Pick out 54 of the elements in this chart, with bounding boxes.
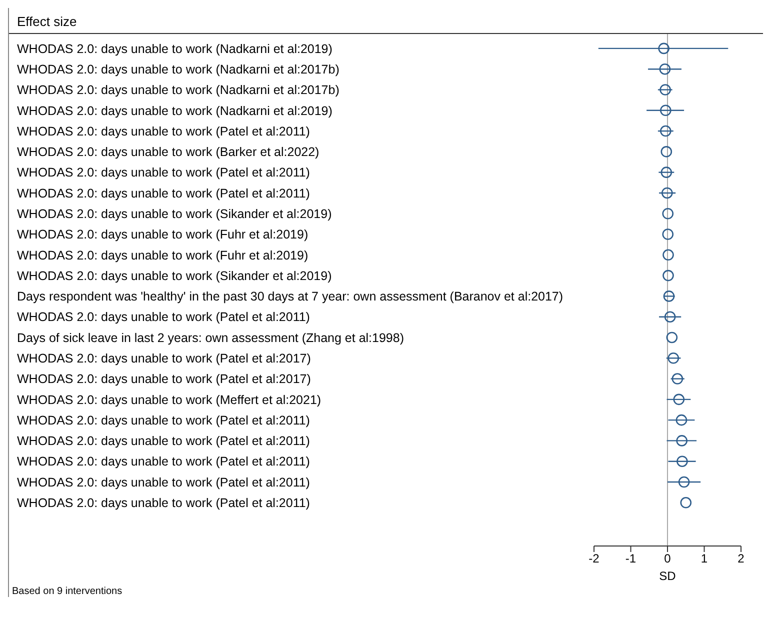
x-tick-label: 2 <box>738 552 745 566</box>
x-tick-label: 0 <box>664 552 672 566</box>
point <box>659 63 671 75</box>
point <box>661 187 673 199</box>
y-tick-label: WHODAS 2.0: days unable to work (Nadkarni et al:2017b) <box>17 62 340 76</box>
y-tick-label: WHODAS 2.0: days unable to work (Patel et al:2011) <box>17 310 310 324</box>
point <box>663 290 675 302</box>
y-tick-label: WHODAS 2.0: days unable to work (Fuhr et al:2019) <box>17 248 308 262</box>
y-tick-label: WHODAS 2.0: days unable to work (Patel et al:2011) <box>17 186 310 200</box>
y-tick-label: WHODAS 2.0: days unable to work (Sikander et al:2019) <box>17 268 332 283</box>
y-tick-label: WHODAS 2.0: days unable to work (Patel et al:2011) <box>17 166 310 180</box>
y-tick-label: WHODAS 2.0: days unable to work (Patel et al:2011) <box>17 496 310 510</box>
point <box>660 125 672 137</box>
text: Effect size <box>9 8 763 34</box>
point <box>668 352 680 364</box>
y-tick-label: WHODAS 2.0: days unable to work (Nadkarni et al:2017b) <box>17 83 340 98</box>
y-tick-label: WHODAS 2.0: days unable to work (Fuhr et al:2019) <box>17 228 308 242</box>
point <box>662 228 674 240</box>
x-tick-label: 1 <box>700 552 708 566</box>
y-tick-label: WHODAS 2.0: days unable to work (Patel et al:2011) <box>17 434 310 448</box>
point <box>662 208 674 220</box>
point <box>680 496 692 508</box>
y-tick-label: WHODAS 2.0: days unable to work (Patel et al:2011) <box>17 454 310 469</box>
point <box>676 435 688 446</box>
y-tick-label: WHODAS 2.0: days unable to work (Meffert et al:2021) <box>17 392 322 407</box>
point <box>672 373 684 384</box>
y-tick-label: WHODAS 2.0: days unable to work (Patel et al:2017) <box>17 372 311 386</box>
x-tick-label: -1 <box>625 552 636 566</box>
point <box>660 146 672 158</box>
y-tick-label: WHODAS 2.0: days unable to work (Sikander et al:2019) <box>17 206 332 221</box>
point <box>676 456 688 468</box>
point <box>662 270 674 282</box>
y-tick-label: WHODAS 2.0: days unable to work (Patel et al:2011) <box>17 124 310 138</box>
point <box>676 414 688 426</box>
point <box>666 332 678 344</box>
point <box>660 84 671 96</box>
y-tick-label: WHODAS 2.0: days unable to work (Patel et al:2011) <box>17 413 310 428</box>
y-tick-label: Days of sick leave in last 2 years: own assessment (Zhang et al:1998) <box>17 330 404 345</box>
point <box>678 476 690 488</box>
point <box>664 311 676 322</box>
point <box>660 104 672 116</box>
y-tick-label: Days respondent was 'healthy' in the past 30 days at 7 year: own assessment (Baranov et al:2017) <box>17 290 564 304</box>
y-tick-label: WHODAS 2.0: days unable to work (Patel et al:2017) <box>17 352 311 366</box>
point <box>660 166 672 178</box>
y-tick-label: WHODAS 2.0: days unable to work (Patel et al:2011) <box>17 475 310 490</box>
point <box>673 394 685 406</box>
x-axis-title: SD <box>659 569 676 583</box>
y-tick-label: WHODAS 2.0: days unable to work (Nadkarni et al:2019) <box>17 42 332 56</box>
x-tick-label: -2 <box>588 552 600 566</box>
point <box>662 249 674 261</box>
y-tick-label: WHODAS 2.0: days unable to work (Nadkarni et al:2019) <box>17 104 332 118</box>
text: Based on 9 interventions <box>11 586 124 597</box>
y-tick-label: WHODAS 2.0: days unable to work (Barker et al:2022) <box>17 145 320 160</box>
point <box>658 42 670 54</box>
